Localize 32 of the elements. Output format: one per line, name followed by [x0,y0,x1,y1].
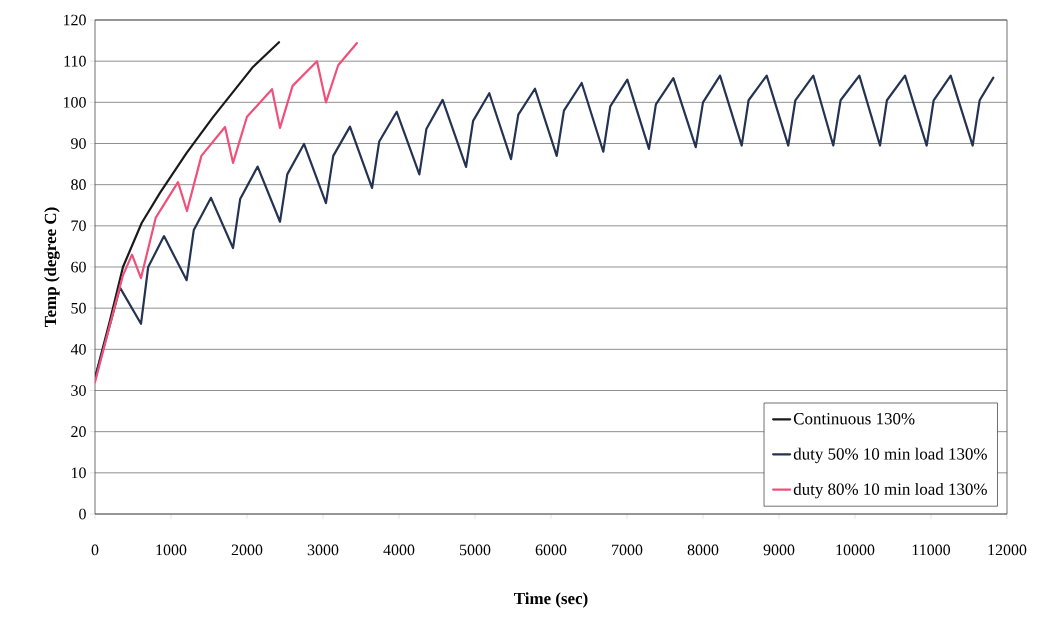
legend-label: duty 50% 10 min load 130% [793,447,987,464]
y-tick-label: 40 [70,343,86,355]
legend-label: Continuous 130% [793,412,915,425]
x-tick-label: 9000 [763,544,795,556]
x-tick-label: 12000 [988,544,1027,556]
x-tick-label: 0 [91,544,99,556]
x-tick-label: 1000 [156,544,187,556]
x-tick-label: 2000 [231,544,263,556]
x-tick-label: 11000 [912,544,951,556]
x-tick-label: 5000 [459,544,491,556]
y-tick-label: 120 [63,14,86,26]
line-series [95,41,359,384]
legend-label: duty 80% 10 min load 130% [793,482,987,499]
y-tick-label: 100 [63,96,86,108]
y-tick-label: 0 [79,508,86,520]
y-tick-label: 110 [64,55,86,67]
x-tick-label: 6000 [535,544,567,556]
y-tick-label: 20 [71,426,86,438]
x-tick-label: 7000 [612,544,643,556]
y-tick-label: 90 [71,138,86,149]
y-tick-label: 70 [71,220,86,232]
x-axis-title: Time (sec) [514,592,588,608]
y-tick-label: 60 [71,261,86,273]
y-tick-label: 80 [71,179,86,191]
x-tick-label: 10000 [836,544,875,556]
y-axis-title: Temp (degree C) [44,207,60,327]
x-tick-label: 3000 [307,544,339,556]
y-tick-label: 30 [71,385,86,396]
x-tick-label: 8000 [687,544,719,556]
y-tick-label: 10 [71,467,86,479]
x-tick-label: 4000 [383,544,415,556]
y-tick-label: 50 [71,302,86,314]
